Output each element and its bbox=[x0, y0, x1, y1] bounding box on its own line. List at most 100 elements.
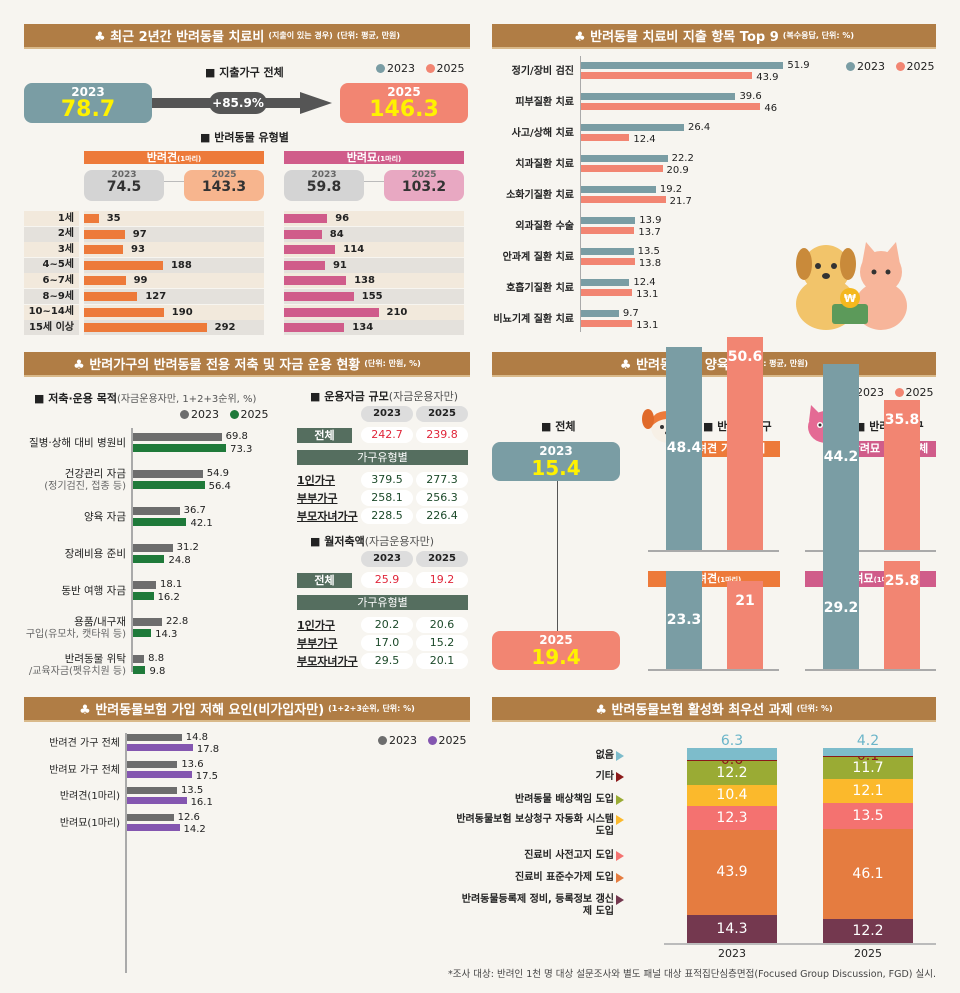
value-2025: 13.1 bbox=[636, 289, 659, 300]
legend: 2023 2025 bbox=[378, 734, 467, 747]
bar-2023 bbox=[581, 186, 656, 193]
cat-title: 반려묘(1마리) bbox=[284, 151, 464, 164]
value-2025: 42.1 bbox=[190, 518, 213, 529]
legend: 2023 2025 bbox=[376, 62, 465, 75]
cat-row-bg bbox=[284, 211, 464, 226]
category-label: 질병·상해 대비 병원비 bbox=[29, 437, 126, 449]
total-2023: 25.9 bbox=[361, 572, 413, 588]
category-label: 반려동물 위탁 bbox=[64, 653, 126, 665]
row-2025: 226.4 bbox=[416, 508, 468, 524]
row-2025: 277.3 bbox=[416, 472, 468, 488]
row-2023: 379.5 bbox=[361, 472, 413, 488]
value-2025: 12.4 bbox=[633, 134, 656, 145]
bar-2025: 50.6 bbox=[727, 337, 763, 550]
dog-bar bbox=[84, 260, 163, 270]
row-label: 1인가구 bbox=[297, 474, 336, 487]
bar-2023: 44.2 bbox=[823, 364, 859, 550]
bar-2023 bbox=[127, 813, 174, 821]
stack-segment bbox=[687, 829, 777, 916]
stack-segment bbox=[687, 761, 777, 786]
table-label: ■ 월저축액(자금운용자만) bbox=[310, 533, 434, 549]
category-sublabel: /교육자금(펫유치원 등) bbox=[28, 666, 126, 677]
age-label: 15세 이상 bbox=[29, 321, 74, 333]
stack-segment bbox=[687, 760, 777, 762]
bar-2025 bbox=[127, 823, 180, 831]
age-row-bg bbox=[24, 320, 79, 336]
age-row-bg bbox=[24, 242, 79, 258]
value-2023: 8.8 bbox=[148, 653, 165, 664]
legend-dot-2025 bbox=[229, 410, 239, 419]
dog-2023-box: 2023 74.5 bbox=[84, 170, 164, 201]
category-label: 양육 자금 bbox=[84, 511, 126, 523]
legend-2023: 2023 bbox=[856, 386, 884, 399]
legend-item: 반려동물보험 보상청구 자동화 시스템 도입 bbox=[456, 814, 614, 837]
value-2025: 13.7 bbox=[638, 227, 661, 238]
row-2023: 20.2 bbox=[361, 617, 413, 633]
legend-dot-2025 bbox=[895, 62, 905, 71]
value-2025: 46 bbox=[764, 103, 778, 114]
dog-bar bbox=[84, 214, 99, 223]
section-header-monthly-cost: ♣ 반려동물 월 양육비(단위: 평균, 만원) bbox=[492, 352, 936, 377]
legend-dot-2023 bbox=[376, 64, 385, 73]
age-label: 2세 bbox=[57, 228, 74, 240]
bar-2025 bbox=[127, 744, 193, 751]
segment-value: 11.7 bbox=[852, 759, 884, 776]
value-2023: 26.4 bbox=[687, 122, 711, 133]
value: 146.3 bbox=[369, 97, 439, 122]
total-label: 전체 bbox=[297, 428, 352, 443]
category-label: 호흡기질환 치료 bbox=[506, 283, 574, 294]
bar-2023 bbox=[133, 470, 203, 478]
segment-value: 6.3 bbox=[720, 733, 744, 749]
section-header-savings: ♣ 반려가구의 반려동물 전용 저축 및 자금 운용 현황 (단위: 만원, %) bbox=[24, 352, 470, 377]
cat-bar bbox=[284, 245, 336, 255]
bar-2025 bbox=[127, 770, 192, 778]
bar-2023 bbox=[581, 217, 636, 224]
bar-2023 bbox=[581, 62, 784, 69]
arrow-right-icon bbox=[300, 92, 332, 114]
category-label: 반려견(1마리) bbox=[59, 791, 120, 803]
segment-value: 12.1 bbox=[852, 783, 884, 800]
total-label: 전체 bbox=[297, 573, 352, 588]
value-2023: 51.9 bbox=[787, 60, 810, 71]
section-header-insurance-priority: ♣ 반려동물보험 활성화 최우선 과제 (단위: %) bbox=[492, 697, 936, 722]
legend: 2023 2025 bbox=[846, 60, 935, 73]
value-2025: 13.8 bbox=[638, 258, 662, 269]
dog-row-bg bbox=[84, 273, 264, 289]
legend-triangle-icon bbox=[616, 895, 624, 905]
bar-2025 bbox=[133, 481, 205, 489]
legend-triangle-icon bbox=[616, 772, 624, 782]
cat-value: 114 bbox=[343, 244, 365, 256]
footnote: *조사 대상: 반려인 1천 명 대상 설문조사와 별도 패널 대상 표적집단심… bbox=[448, 969, 936, 980]
age-label: 4~5세 bbox=[42, 259, 75, 271]
value: 44.2 bbox=[823, 449, 859, 466]
row-2023: 258.1 bbox=[361, 490, 413, 506]
monthly-2023-box: 2023 15.4 bbox=[492, 442, 620, 481]
dog-row-bg bbox=[84, 242, 264, 258]
value: 78.7 bbox=[60, 97, 116, 122]
category-label: 외과질환 수술 bbox=[515, 221, 574, 232]
total-2025: 19.2 bbox=[416, 572, 468, 588]
legend-dot-2025 bbox=[425, 64, 435, 73]
bar-2023: 23.3 bbox=[666, 571, 702, 669]
legend-2023: 2023 bbox=[857, 60, 885, 73]
value-2023: 39.6 bbox=[739, 91, 762, 102]
legend-2023: 2023 bbox=[389, 734, 417, 747]
legend-triangle-icon bbox=[616, 873, 624, 883]
dog-value: 188 bbox=[170, 259, 192, 271]
dog-bar bbox=[84, 245, 124, 255]
dog-value: 292 bbox=[214, 322, 236, 334]
dog-value: 99 bbox=[133, 275, 148, 287]
bar-2025 bbox=[133, 592, 154, 600]
dog-bar bbox=[84, 276, 126, 286]
legend: 2023 2025 bbox=[180, 408, 269, 421]
segment-value: 46.1 bbox=[852, 866, 884, 883]
cat-row-bg bbox=[284, 226, 464, 242]
value-2025: 17.8 bbox=[196, 744, 220, 755]
value-2023: 31.2 bbox=[176, 542, 199, 553]
row-label: 1인가구 bbox=[297, 619, 336, 632]
legend-item: 반려동물 배상책임 도입 bbox=[515, 794, 614, 805]
value: 29.2 bbox=[823, 599, 859, 616]
value: 23.3 bbox=[666, 612, 702, 629]
stack-segment bbox=[823, 756, 913, 780]
category-sublabel: 구입(유모차, 캣타워 등) bbox=[25, 629, 126, 640]
